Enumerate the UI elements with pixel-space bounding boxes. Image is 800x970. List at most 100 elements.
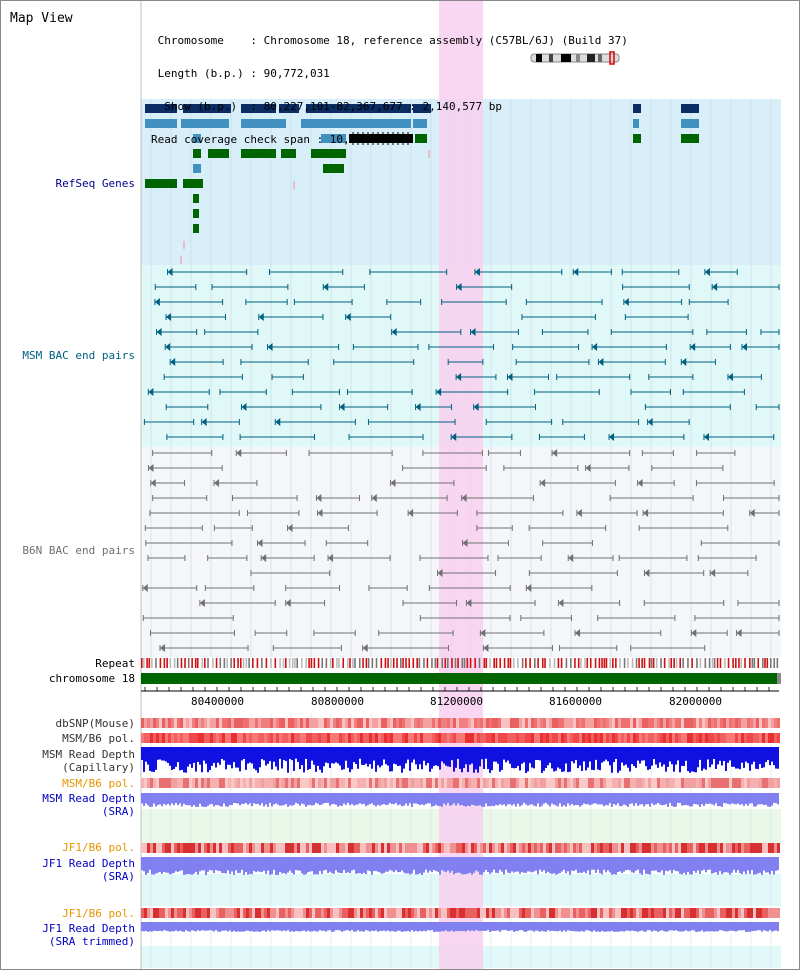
track-label-b6n-bac[interactable]: B6N BAC end pairs (22, 544, 135, 557)
depth-bar (365, 857, 367, 875)
depth-bar (221, 793, 223, 807)
depth-bar (285, 747, 287, 762)
depth-bar (489, 793, 491, 807)
depth-bar (697, 747, 699, 768)
heat-cell (153, 908, 156, 918)
heat-cell (162, 843, 165, 853)
heat-cell (519, 718, 522, 728)
repeat-mark (589, 658, 592, 668)
heat-cell (543, 908, 546, 918)
heat-cell (303, 733, 306, 743)
track-label-refseq[interactable]: RefSeq Genes (55, 177, 135, 190)
depth-bar (625, 793, 627, 806)
heat-cell (732, 718, 735, 728)
heat-cell (177, 908, 180, 918)
repeat-mark (169, 658, 172, 668)
depth-bar (711, 793, 713, 805)
track-label-msm-bac[interactable]: MSM BAC end pairs (22, 349, 135, 362)
track-label-jf1-read-depth-sra: JF1 Read Depth (SRA) (42, 857, 135, 883)
heat-cell (537, 718, 540, 728)
heat-cell (678, 843, 681, 853)
depth-bar (465, 747, 467, 765)
heat-cell (153, 718, 156, 728)
repeat-mark (173, 658, 176, 668)
depth-bar (537, 747, 539, 761)
heat-cell (549, 908, 552, 918)
bac-end-arrow (749, 509, 755, 517)
heat-cell (567, 733, 570, 743)
heat-cell (498, 843, 501, 853)
heat-cell (552, 908, 555, 918)
heat-cell (291, 778, 294, 788)
repeat-mark (405, 658, 407, 668)
depth-bar (241, 793, 243, 804)
heat-cell (165, 908, 168, 918)
depth-bar (643, 857, 645, 870)
depth-bar (627, 747, 629, 768)
heat-cell (207, 778, 210, 788)
depth-bar (329, 922, 331, 931)
repeat-mark (594, 658, 597, 668)
repeat-mark (553, 658, 556, 668)
depth-bar (551, 747, 553, 769)
depth-bar (527, 747, 529, 772)
heat-cell (531, 908, 534, 918)
heat-cell (420, 733, 423, 743)
heat-cell (504, 843, 507, 853)
heat-cell (435, 778, 438, 788)
depth-bar (605, 857, 607, 873)
depth-bar (481, 922, 483, 931)
depth-bar (579, 922, 581, 932)
heat-cell (774, 778, 777, 788)
depth-bar (713, 793, 715, 806)
heat-cell (690, 718, 693, 728)
depth-bar (299, 793, 301, 806)
depth-bar (157, 922, 159, 932)
heat-cell (483, 778, 486, 788)
depth-bar (709, 922, 711, 932)
heat-cell (405, 908, 408, 918)
depth-bar (361, 747, 363, 765)
heat-cell (471, 778, 474, 788)
repeat-mark (748, 658, 751, 668)
heat-cell (729, 733, 732, 743)
heat-cell (237, 733, 240, 743)
heat-cell (501, 843, 504, 853)
depth-bar (153, 747, 155, 772)
depth-bar (561, 793, 563, 807)
depth-bar (669, 747, 671, 762)
depth-bar (587, 922, 589, 931)
depth-bar (689, 793, 691, 807)
depth-bar (301, 747, 303, 766)
depth-bar (413, 747, 415, 760)
depth-bar (595, 793, 597, 804)
depth-bar (591, 747, 593, 770)
depth-bar (665, 922, 667, 932)
depth-bar (291, 793, 293, 806)
repeat-mark (288, 658, 291, 668)
heat-cell (267, 733, 270, 743)
track-label-jf1-b6-pol-1: JF1/B6 pol. (62, 841, 135, 854)
bac-end-arrow (703, 433, 709, 441)
bac-end-arrow (166, 313, 172, 321)
heat-cell (651, 718, 654, 728)
depth-bar (257, 922, 259, 932)
depth-bar (423, 922, 425, 931)
heat-cell (357, 843, 360, 853)
depth-bar (441, 747, 443, 762)
depth-bar (443, 857, 445, 872)
heat-cell (726, 778, 729, 788)
heat-cell (297, 733, 300, 743)
depth-bar (705, 922, 707, 932)
depth-bar (539, 922, 541, 932)
depth-bar (531, 793, 533, 805)
depth-bar (265, 857, 267, 874)
depth-bar (699, 747, 701, 760)
heat-cell (252, 843, 255, 853)
heat-cell (153, 778, 156, 788)
heat-cell (585, 908, 588, 918)
heat-cell (171, 843, 174, 853)
repeat-mark (196, 658, 199, 668)
depth-bar (305, 922, 307, 932)
